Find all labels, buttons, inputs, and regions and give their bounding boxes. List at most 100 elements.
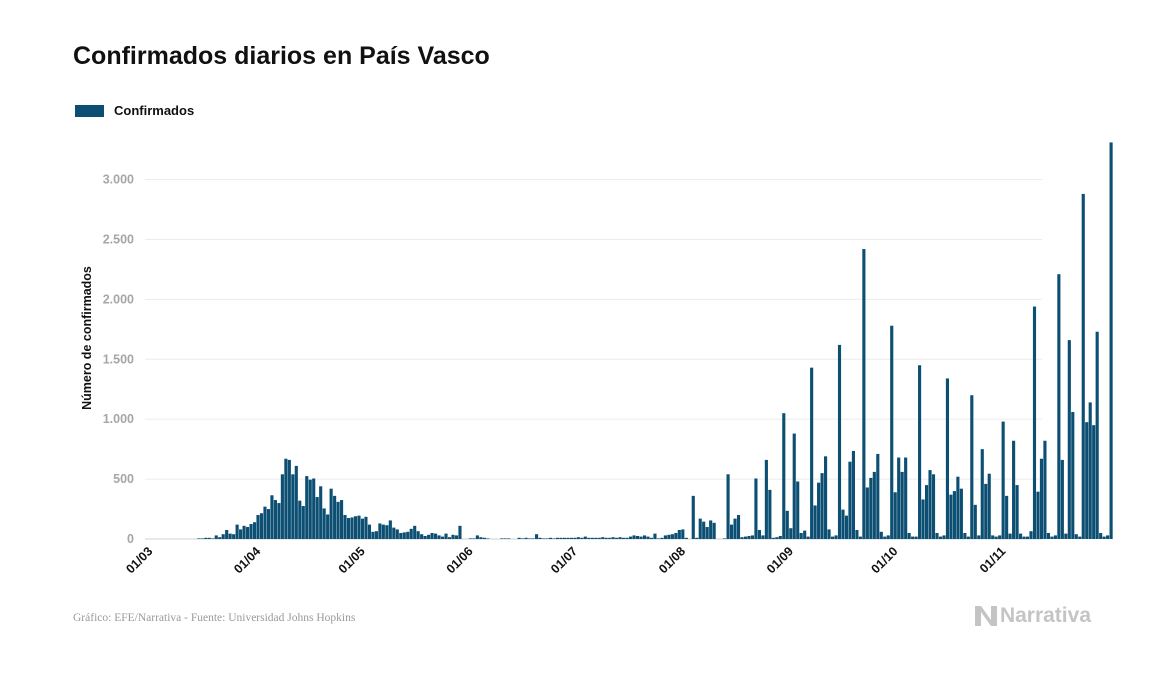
bar [977,535,981,539]
bar [1025,536,1030,539]
bar [454,535,459,539]
bar [848,461,852,539]
legend-label: Confirmados [114,103,195,118]
bar [326,514,330,539]
bar [507,538,511,539]
bar [538,537,542,539]
bar [886,535,890,539]
bar [1099,533,1103,539]
x-tick-labels: 01/03 01/04 01/05 01/06 01/07 01/08 01/09 01/10… [123,544,1008,576]
bar [374,531,378,539]
bar [329,488,333,539]
bar [649,537,654,539]
bar [844,515,849,539]
bar [392,527,396,539]
bar [830,536,835,539]
bar [333,495,337,539]
bar [503,538,507,539]
bar [987,473,991,539]
bar [1060,459,1064,539]
bar [580,537,584,539]
bar [287,459,291,539]
bar [569,537,573,539]
bar [1092,425,1096,539]
bar [785,510,789,539]
bar [642,535,647,539]
bar [204,537,208,539]
bar [827,529,831,539]
bar [221,534,225,539]
bar [820,473,824,539]
bar [813,505,817,539]
bar [472,538,476,539]
bar [757,530,761,539]
bar [677,530,681,539]
bar [559,537,563,539]
bar [597,537,601,539]
bar [555,537,560,539]
bar [733,518,737,539]
bar [966,536,970,539]
bar [336,501,340,539]
bar [242,525,246,539]
bar [1050,536,1054,539]
bar [246,527,250,539]
bar [1001,421,1005,539]
bar [935,533,939,539]
bar [270,495,274,539]
bar [263,506,267,539]
bar [402,532,406,539]
bar [1015,485,1019,539]
bar [1039,458,1044,539]
bar [723,538,727,539]
bar [594,537,598,539]
bar [740,537,744,539]
bar [611,537,615,539]
bar [1071,411,1075,539]
bar [200,538,204,539]
bar [646,536,650,539]
bar [924,485,929,539]
bar [931,474,936,539]
bar [1012,440,1016,539]
bar [531,538,535,539]
bar [444,533,448,539]
bar [736,515,741,539]
bar [980,449,984,539]
bar [225,530,229,539]
bar [851,450,855,539]
y-tick-label: 2.500 [103,232,134,246]
logo-text: Narrativa [999,604,1091,627]
bar [357,515,361,539]
bar [712,522,716,539]
x-tick-label: 01/10 [868,544,900,576]
bar [945,378,950,539]
bar [409,528,413,539]
bar [810,367,814,539]
bar [799,533,803,539]
bar [890,325,894,539]
bar [952,491,956,539]
bar [991,535,995,539]
bar [218,537,222,539]
bar [451,534,455,539]
bar [743,536,748,539]
legend-swatch [75,104,104,117]
bar [841,509,845,539]
bar [353,516,358,539]
bar [486,538,490,539]
bar [228,533,232,539]
bar [1067,340,1071,539]
bar [524,537,528,539]
bar [698,518,702,539]
bar [388,520,392,539]
bar [319,486,323,539]
bar [834,535,838,539]
bar [214,535,218,539]
bar [1022,536,1026,539]
bar [663,535,667,539]
bar [764,459,768,539]
bar [778,536,782,539]
bar [681,529,685,539]
